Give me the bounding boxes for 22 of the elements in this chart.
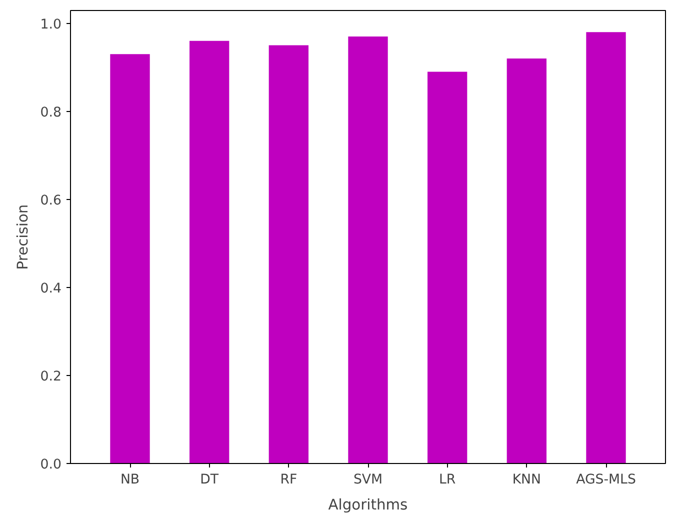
x-tick-label: RF — [280, 472, 298, 488]
y-tick-label: 0.0 — [40, 458, 62, 472]
x-tick-label: SVM — [353, 472, 383, 488]
y-tick-label: 0.4 — [40, 281, 62, 296]
bar — [348, 36, 388, 464]
bar — [428, 72, 468, 464]
x-tick-label: AGS-MLS — [576, 472, 636, 488]
x-tick-label: LR — [438, 472, 456, 488]
bar — [268, 45, 308, 464]
x-tick-label: NB — [120, 472, 140, 488]
y-tick-label: 0.6 — [40, 193, 62, 208]
y-tick-label: 0.2 — [40, 369, 62, 384]
bar — [190, 40, 230, 464]
bar — [506, 58, 546, 464]
x-tick-label: KNN — [512, 472, 542, 488]
x-axis-title: Algorithms — [328, 496, 408, 514]
y-tick-label: 1.0 — [40, 17, 62, 32]
x-tick-label: DT — [200, 472, 220, 488]
y-tick-label: 0.8 — [40, 105, 62, 120]
bar — [586, 32, 626, 464]
bar — [110, 54, 150, 464]
y-axis-title: Precision — [14, 204, 32, 270]
